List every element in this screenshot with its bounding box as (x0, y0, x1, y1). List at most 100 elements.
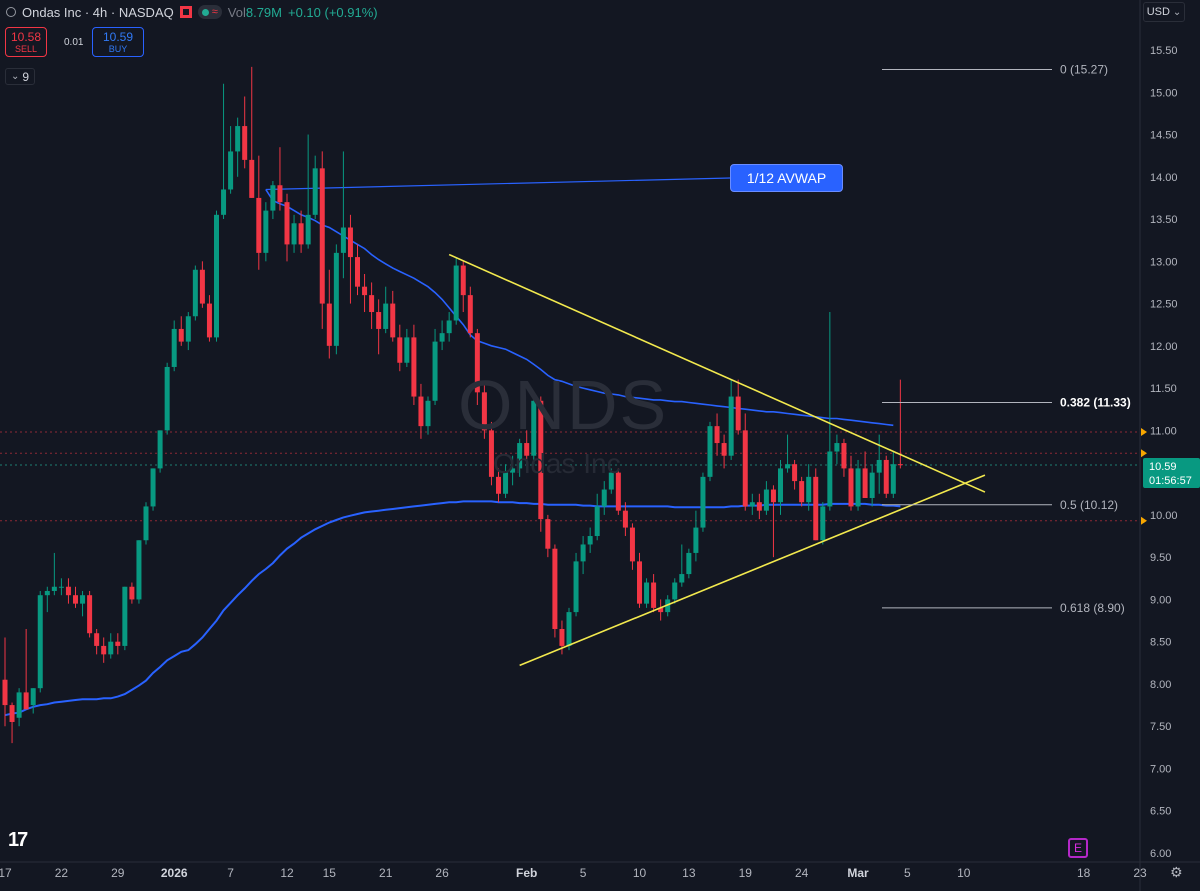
candle (474, 328, 480, 406)
candle-body (594, 506, 600, 537)
candle (143, 502, 149, 545)
candle-body (263, 210, 269, 253)
candle (298, 210, 304, 253)
price-tick-label: 7.00 (1150, 763, 1171, 775)
time-axis[interactable]: 17 22 29 2026 7 12 15 21 26 Feb 5 10 13 19 24 Mar 5 10 18 2… (0, 866, 1147, 880)
candle (531, 396, 537, 465)
candle (362, 273, 368, 313)
time-tick-label: 29 (111, 866, 125, 880)
candle (87, 590, 93, 638)
candle-body (559, 629, 565, 646)
candle (524, 430, 530, 465)
candle-body (122, 586, 128, 646)
candle (199, 261, 205, 308)
candle-body (333, 252, 339, 346)
time-tick-label: Feb (516, 866, 537, 880)
candle (376, 299, 382, 355)
candle (672, 578, 678, 604)
candle-body (714, 426, 720, 444)
candle (552, 544, 558, 638)
candle-body (30, 688, 36, 706)
candle (721, 434, 727, 469)
candle (37, 590, 43, 693)
candle-body (418, 396, 424, 427)
fibonacci-levels[interactable]: 0 (15.27) 0.382 (11.33) 0.5 (10.12) 0.618 (… (882, 62, 1131, 615)
flag-icon[interactable] (179, 6, 192, 18)
candle (827, 312, 833, 511)
avwap-label[interactable]: 1/12 AVWAP (730, 164, 843, 192)
candle-body (319, 168, 325, 304)
time-tick-label: 18 (1077, 866, 1091, 880)
price-tick-label: 8.50 (1150, 637, 1171, 649)
price-tick-label: 13.50 (1150, 214, 1178, 226)
candle (122, 586, 128, 651)
candle-body (897, 464, 903, 466)
candle-body (221, 189, 227, 215)
candle-body (827, 451, 833, 507)
candle-body (284, 202, 290, 245)
candle-body (432, 341, 438, 401)
candle-body (756, 502, 762, 511)
candle (221, 83, 227, 220)
buy-button[interactable]: 10.59 BUY (92, 27, 144, 57)
price-tick-label: 14.50 (1150, 130, 1178, 142)
triangle-trendlines[interactable] (448, 253, 986, 667)
candle (601, 481, 607, 515)
candle-body (531, 400, 537, 456)
candle (510, 455, 516, 486)
candle (876, 434, 882, 494)
candle (714, 413, 720, 456)
candle-body (679, 574, 685, 583)
tradingview-logo-icon[interactable]: 17 (8, 829, 28, 851)
candle (101, 637, 107, 663)
candle (446, 312, 452, 342)
candle-body (517, 443, 523, 469)
candle-body (65, 586, 71, 596)
candlestick-series (2, 66, 903, 744)
candle-body (101, 645, 107, 655)
candle (756, 493, 762, 520)
gear-icon[interactable]: ⚙ (1170, 864, 1183, 880)
candle (700, 472, 706, 532)
candle-body (355, 257, 360, 287)
candle (594, 493, 600, 541)
candle-body (425, 400, 431, 427)
time-tick-label: 5 (580, 866, 587, 880)
alert-marker-icon[interactable] (1141, 428, 1147, 437)
watermark-company: Ondas Inc (493, 448, 621, 479)
time-tick-label: 22 (55, 866, 69, 880)
candle (94, 629, 100, 655)
earnings-icon[interactable]: E (1068, 838, 1088, 858)
candle (834, 434, 840, 465)
status-pill[interactable]: ≈ (197, 5, 222, 19)
candle (806, 464, 812, 511)
indicators-toggle[interactable]: ⌄ 9 (5, 68, 35, 85)
candle (80, 590, 86, 617)
candle (418, 383, 424, 439)
price-tick-label: 10.00 (1150, 510, 1178, 522)
candle-body (503, 472, 509, 494)
price-tick-label: 8.00 (1150, 679, 1171, 691)
fib-label: 0 (15.27) (1060, 62, 1108, 76)
alert-marker-icon[interactable] (1141, 449, 1147, 458)
currency-select[interactable]: USD ⌄ (1143, 2, 1185, 22)
candle-body (651, 582, 657, 608)
candle-body (587, 536, 593, 545)
sell-button[interactable]: 10.58 SELL (5, 27, 47, 57)
candle-body (488, 430, 494, 477)
alert-marker-icon[interactable] (1141, 516, 1147, 525)
candle (340, 151, 346, 279)
candle-body (37, 595, 43, 689)
candle-body (658, 607, 664, 613)
candle-body (742, 430, 748, 507)
price-axis[interactable]: 6.00 6.50 7.00 7.50 8.00 8.50 9.00 9.50 10.00 10.… (1141, 45, 1178, 860)
fib-label: 0.382 (11.33) (1060, 395, 1131, 409)
candle-body (178, 328, 184, 342)
candle-body (9, 705, 15, 722)
candle (206, 295, 212, 342)
candle-body (806, 476, 812, 503)
time-tick-label: Mar (847, 866, 869, 880)
candle-body (150, 468, 156, 507)
symbol-title[interactable]: Ondas Inc · 4h · NASDAQ (22, 4, 174, 20)
